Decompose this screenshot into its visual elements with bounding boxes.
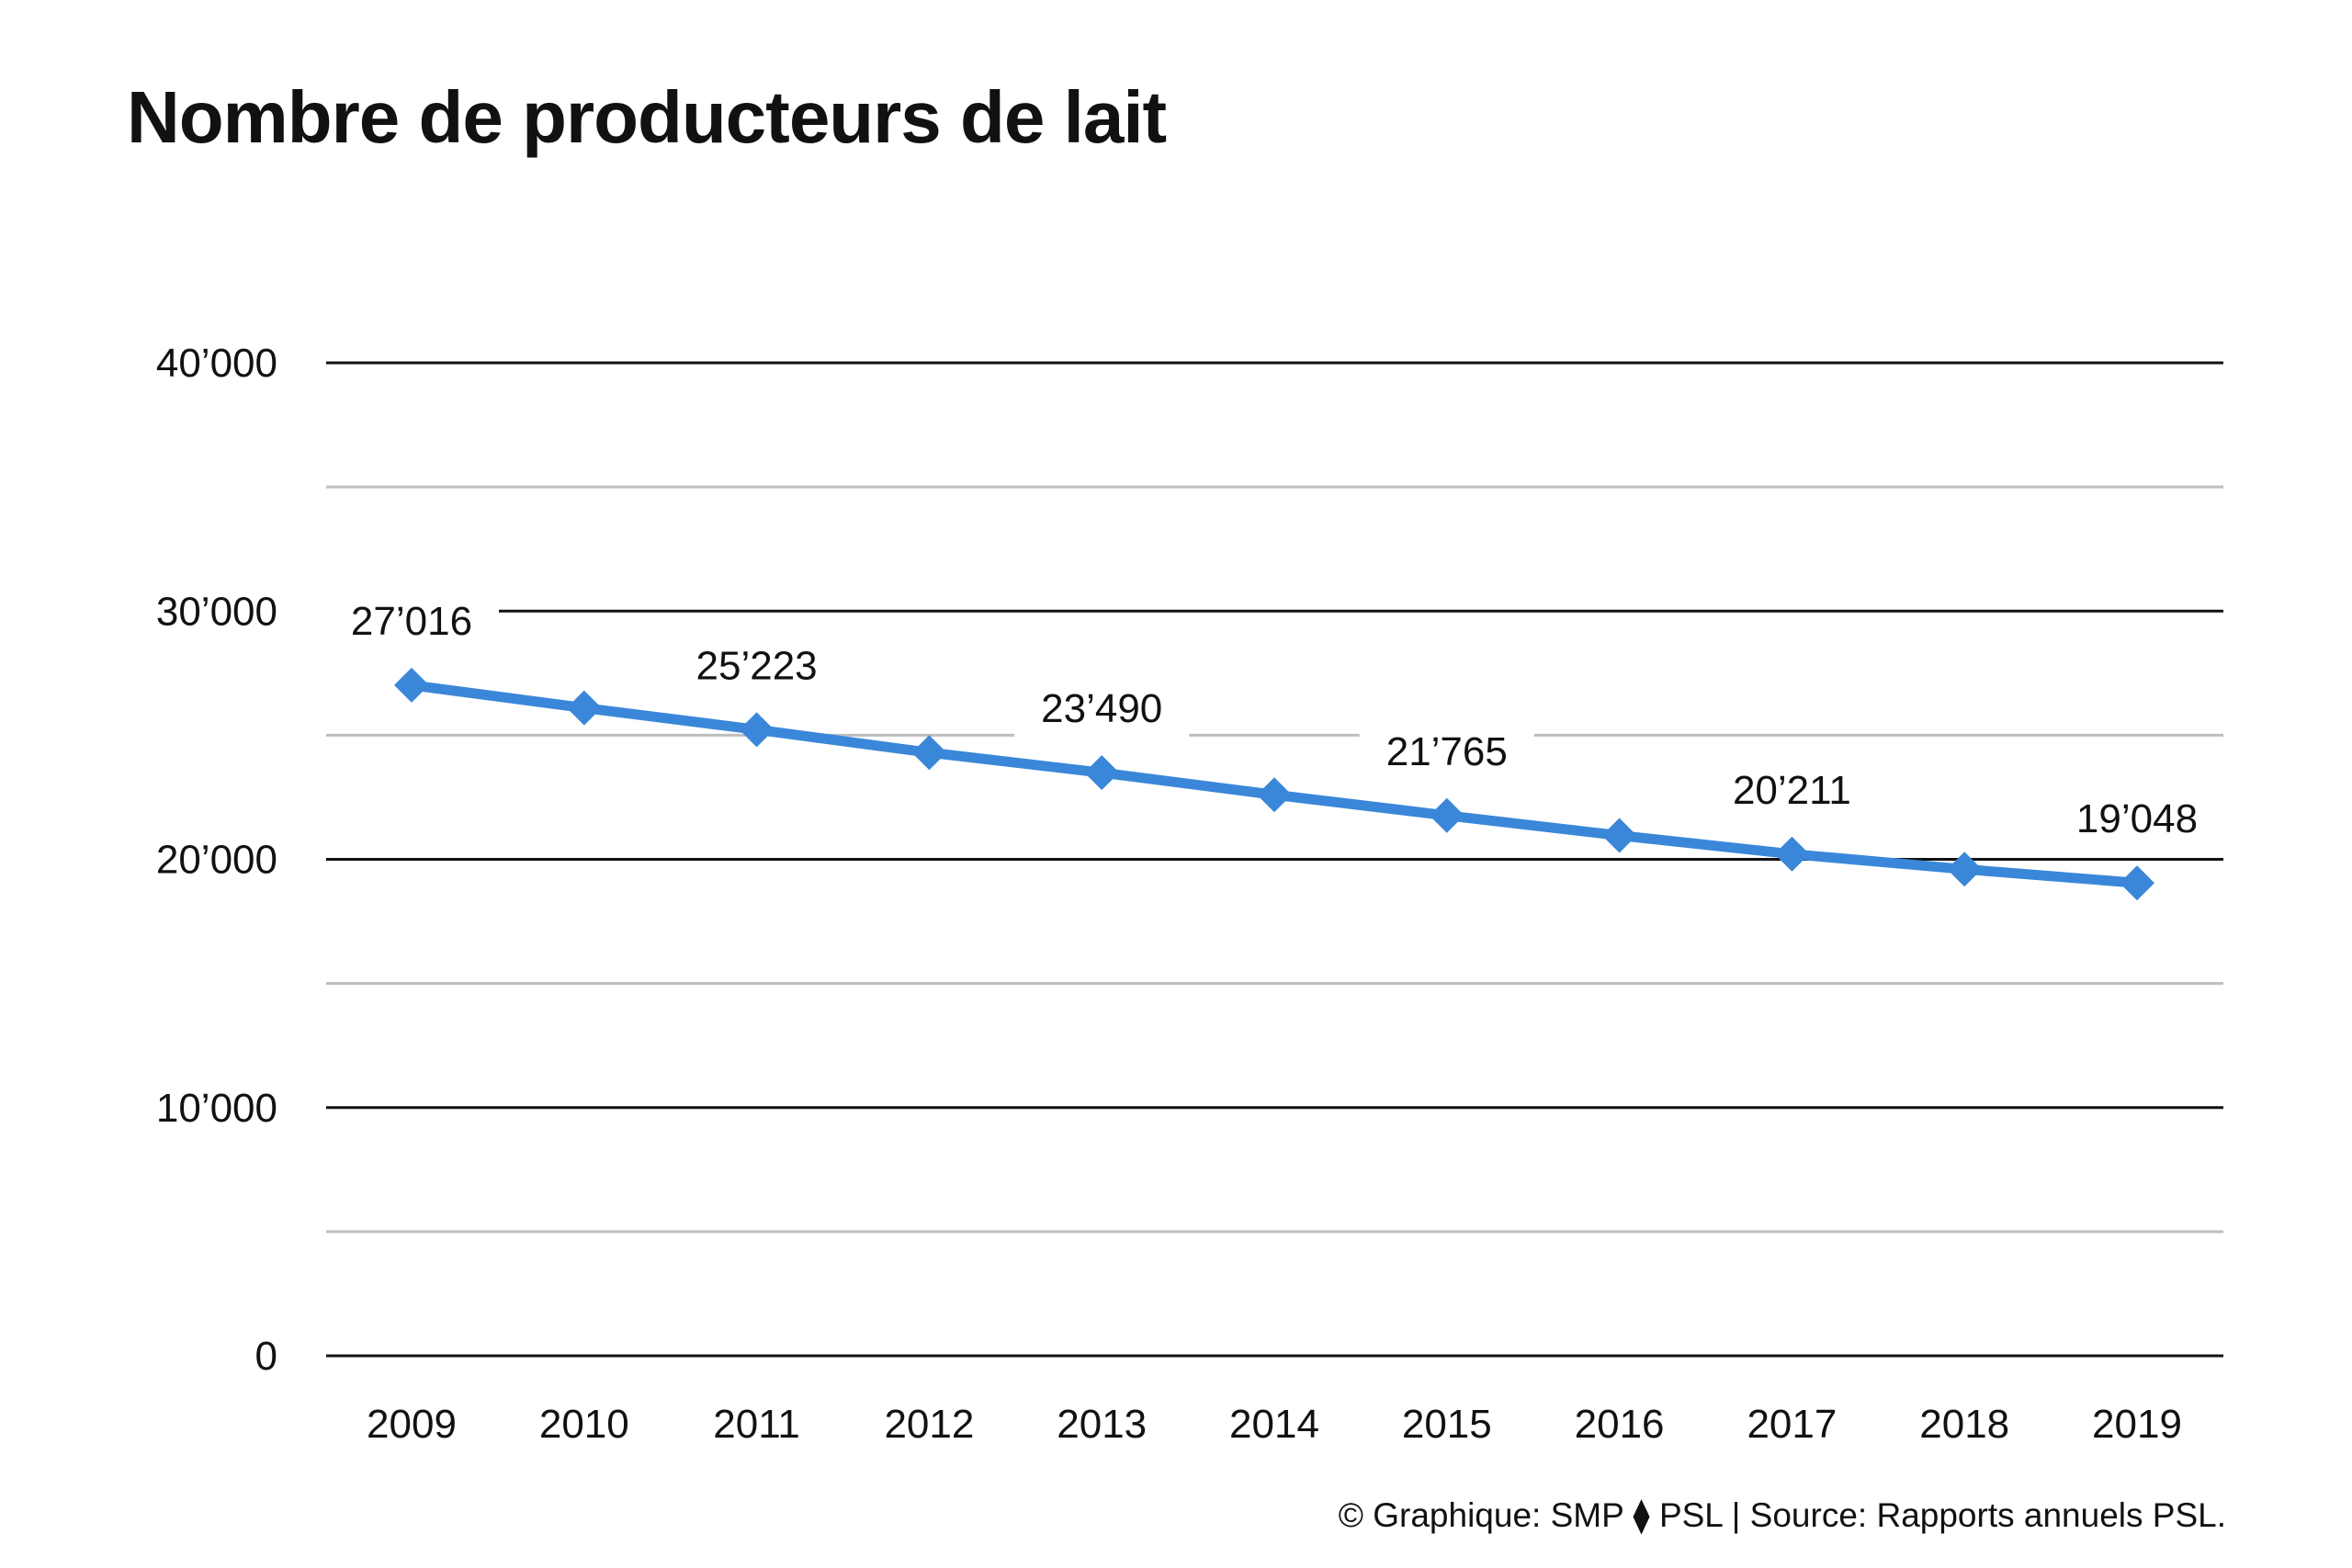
y-tick-label: 20’000 [156,838,277,883]
data-label-background [1704,764,1880,818]
x-tick-label: 2016 [1575,1402,1665,1447]
y-tick-label: 0 [255,1334,277,1379]
x-tick-label: 2018 [1919,1402,2009,1447]
data-labels: 27’016 25’223 23’490 21’765 20’211 19’048 [324,595,2224,848]
x-tick-label: 2009 [367,1402,457,1447]
data-point-marker [2120,865,2154,901]
x-tick-label: 2019 [2092,1402,2182,1447]
y-tick-label: 40’000 [156,341,277,386]
data-label-background [1014,683,1190,738]
data-series [394,667,2154,901]
data-point-marker [1601,818,1637,853]
data-point-marker [1947,852,1983,887]
x-tick-label: 2012 [884,1402,974,1447]
data-label: 20’211 [1733,768,1851,813]
y-tick-label: 10’000 [156,1086,277,1131]
data-label-background [1359,726,1534,780]
data-point-marker [394,667,429,703]
data-point-marker [566,690,602,726]
data-point-marker [1084,755,1120,791]
data-point-marker [1774,836,1810,872]
x-tick-label: 2014 [1229,1402,1319,1447]
data-label-background [324,595,499,649]
data-label-background [669,640,844,694]
x-tick-label: 2015 [1402,1402,1492,1447]
data-label: 27’016 [351,599,472,644]
y-tick-label: 30’000 [156,589,277,634]
data-point-marker [1257,777,1292,813]
x-tick-label: 2010 [539,1402,629,1447]
x-axis-labels: 2009 2010 2011 2012 2013 2014 2015 2016 2017 2018… [367,1402,2182,1447]
data-point-marker [739,712,775,748]
x-tick-label: 2011 [713,1402,800,1447]
data-label: 21’765 [1386,729,1508,774]
y-axis-labels: 0 10’000 20’000 30’000 40’000 [156,341,277,1379]
x-tick-label: 2017 [1747,1402,1837,1447]
data-point-marker [911,735,947,771]
data-label: 25’223 [696,643,818,688]
chart-title: Nombre de producteurs de lait [127,76,1167,158]
data-point-marker [1429,797,1464,833]
x-tick-label: 2013 [1057,1402,1147,1447]
gridlines [326,361,2223,1358]
data-label-background [2050,794,2224,848]
source-credit: © Graphique: SMP ⧫ PSL | Source: Rapport… [1338,1496,2226,1534]
data-label: 19’048 [2076,796,2198,841]
data-label: 23’490 [1041,686,1162,731]
